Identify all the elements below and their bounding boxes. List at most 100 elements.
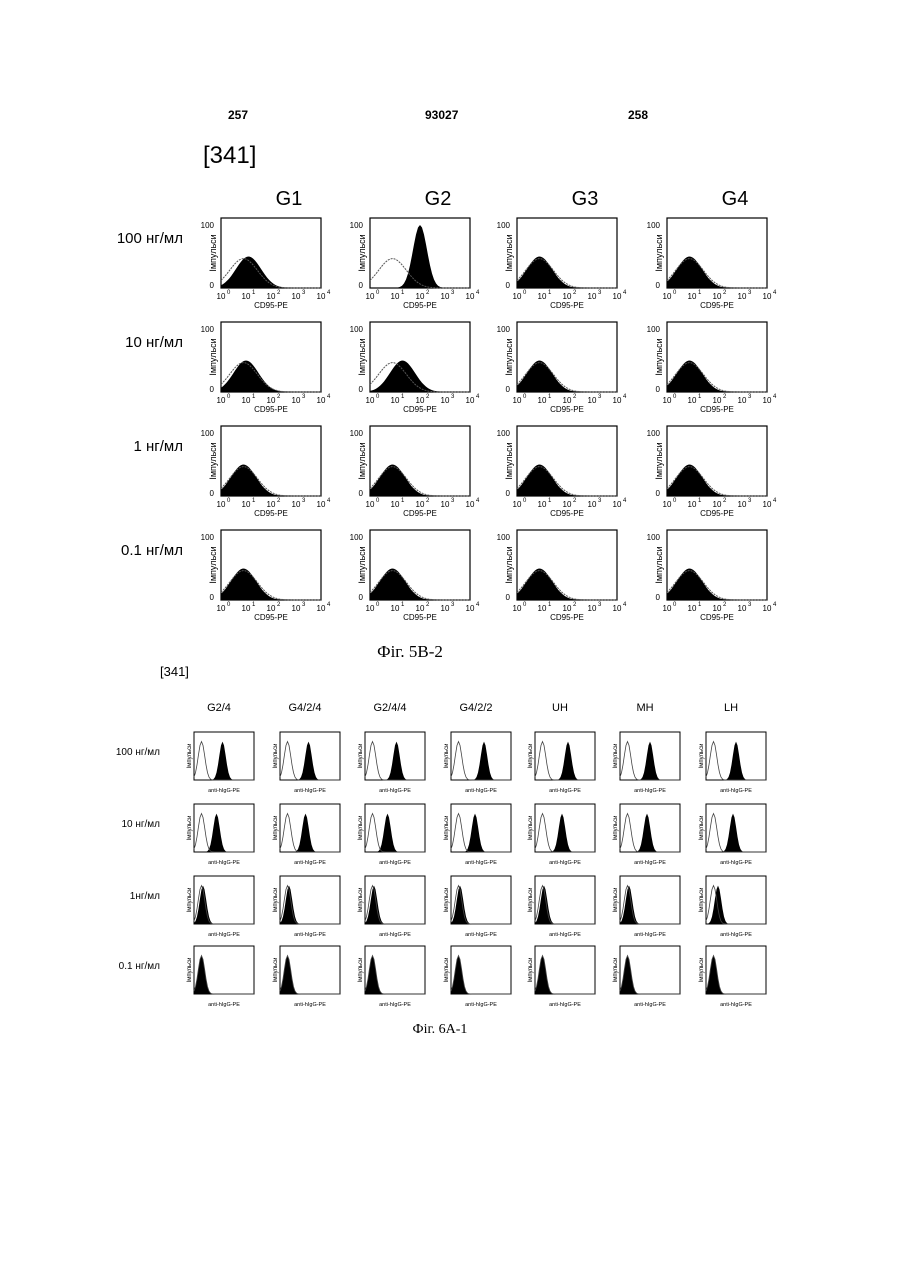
column-label-g1: G1 <box>259 188 319 211</box>
x-tick-exponent: 1 <box>252 498 256 504</box>
x-tick-exponent: 1 <box>698 290 702 296</box>
y-tick-label: 100 <box>497 221 511 230</box>
y-axis-label: Імпульси <box>444 816 450 841</box>
stimulated-histogram <box>667 361 767 393</box>
x-axis-label: anti-hIgG-PE <box>208 788 240 794</box>
x-axis-label: anti-hIgG-PE <box>720 1002 752 1008</box>
x-tick-exponent: 4 <box>773 290 777 296</box>
x-tick-label: 10 <box>713 604 722 613</box>
x-tick-exponent: 1 <box>401 394 405 400</box>
x-tick-exponent: 4 <box>623 498 627 504</box>
x-tick-label: 10 <box>588 396 597 405</box>
x-axis-label: CD95-PE <box>700 301 734 310</box>
histogram-panel: 0100Імпульси100101102103104CD95-PE <box>350 528 480 628</box>
y-tick-label: 0 <box>506 385 511 394</box>
histogram-panel: Імпульсиanti-hIgG-PE <box>355 874 431 942</box>
x-tick-exponent: 1 <box>548 602 552 608</box>
x-tick-label: 10 <box>538 292 547 301</box>
x-tick-label: 10 <box>242 292 251 301</box>
row-label-concentration: 10 нг/мл <box>73 334 183 351</box>
histogram-panel: Імпульсиanti-hIgG-PE <box>184 874 260 942</box>
histogram-panel: Імпульси anti-hIgG-PE <box>184 730 260 798</box>
stimulated-histogram <box>517 569 617 601</box>
y-axis-label: Імпульси <box>357 442 367 479</box>
x-axis-label: anti-hIgG-PE <box>634 1002 666 1008</box>
histogram-panel: Імпульсиanti-hIgG-PE <box>184 802 260 870</box>
x-tick-exponent: 2 <box>277 602 281 608</box>
histogram-panel: 0100Імпульси100101102103104CD95-PE <box>497 424 627 524</box>
column-label-variant: MH <box>615 702 675 714</box>
x-tick-exponent: 2 <box>723 498 727 504</box>
x-tick-exponent: 4 <box>476 602 480 608</box>
histogram-panel: 0100Імпульси100101102103104CD95-PE <box>201 216 331 316</box>
y-axis-label: Імпульси <box>654 338 664 375</box>
x-tick-exponent: 3 <box>598 394 602 400</box>
x-axis-label: anti-hIgG-PE <box>379 788 411 794</box>
histogram-panel: Імпульсиanti-hIgG-PE <box>355 802 431 870</box>
x-tick-label: 10 <box>267 500 276 509</box>
x-tick-label: 10 <box>738 500 747 509</box>
x-tick-exponent: 1 <box>252 394 256 400</box>
x-tick-label: 10 <box>763 396 772 405</box>
x-axis-label: anti-hIgG-PE <box>465 932 497 938</box>
x-tick-exponent: 2 <box>277 290 281 296</box>
y-axis-label: Імпульси <box>654 546 664 583</box>
x-tick-exponent: 0 <box>227 498 231 504</box>
x-tick-label: 10 <box>688 500 697 509</box>
x-tick-label: 10 <box>217 396 226 405</box>
x-tick-label: 10 <box>613 604 622 613</box>
stimulated-histogram <box>221 257 321 289</box>
x-tick-exponent: 0 <box>227 290 231 296</box>
x-tick-label: 10 <box>267 604 276 613</box>
x-tick-exponent: 0 <box>376 602 380 608</box>
row-label-concentration: 10 нг/мл <box>90 819 160 830</box>
x-tick-label: 10 <box>613 500 622 509</box>
x-tick-label: 10 <box>563 292 572 301</box>
x-tick-exponent: 4 <box>476 290 480 296</box>
x-tick-label: 10 <box>538 396 547 405</box>
row-label-concentration: 100 нг/мл <box>90 747 160 758</box>
y-axis-label: Імпульси <box>613 744 619 769</box>
x-tick-exponent: 4 <box>623 394 627 400</box>
x-tick-exponent: 3 <box>302 498 306 504</box>
y-tick-label: 100 <box>497 325 511 334</box>
x-tick-exponent: 1 <box>401 498 405 504</box>
y-axis-label: Імпульси <box>699 958 705 983</box>
x-tick-label: 10 <box>416 396 425 405</box>
x-tick-exponent: 2 <box>573 602 577 608</box>
y-axis-label: Імпульси <box>357 234 367 271</box>
x-tick-exponent: 2 <box>573 290 577 296</box>
x-tick-exponent: 3 <box>451 602 455 608</box>
figure-6a1-caption: Фіг. 6А-1 <box>380 1022 500 1038</box>
x-axis-label: anti-hIgG-PE <box>549 932 581 938</box>
x-tick-label: 10 <box>217 604 226 613</box>
x-tick-exponent: 0 <box>673 290 677 296</box>
y-axis-label: Імпульси <box>358 744 364 769</box>
x-tick-exponent: 0 <box>673 498 677 504</box>
x-tick-exponent: 3 <box>748 394 752 400</box>
x-tick-label: 10 <box>466 500 475 509</box>
x-tick-label: 10 <box>391 396 400 405</box>
x-axis-label: CD95-PE <box>254 613 288 622</box>
x-tick-label: 10 <box>663 292 672 301</box>
x-tick-exponent: 4 <box>773 498 777 504</box>
stimulated-histogram <box>667 465 767 497</box>
histogram-panel: 0100Імпульси100101102103104CD95-PE <box>647 320 777 420</box>
x-tick-label: 10 <box>267 292 276 301</box>
y-axis-label: Імпульси <box>208 442 218 479</box>
y-axis-label: Імпульси <box>273 816 279 841</box>
x-tick-label: 10 <box>466 292 475 301</box>
y-axis-label: Імпульси <box>613 888 619 913</box>
x-tick-exponent: 2 <box>723 602 727 608</box>
x-tick-label: 10 <box>538 500 547 509</box>
x-axis-label: CD95-PE <box>550 613 584 622</box>
y-tick-label: 0 <box>506 281 511 290</box>
y-tick-label: 0 <box>359 593 364 602</box>
x-axis-label: anti-hIgG-PE <box>634 788 666 794</box>
x-tick-label: 10 <box>763 604 772 613</box>
x-tick-exponent: 0 <box>673 394 677 400</box>
y-tick-label: 0 <box>210 385 215 394</box>
x-tick-exponent: 0 <box>227 394 231 400</box>
y-axis-label: Імпульси <box>187 744 193 769</box>
y-tick-label: 0 <box>656 489 661 498</box>
